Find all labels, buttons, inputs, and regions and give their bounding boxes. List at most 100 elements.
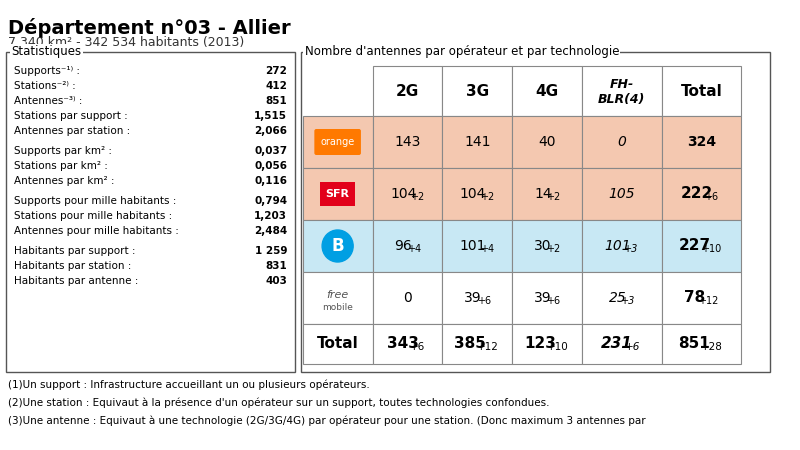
Text: 1 259: 1 259 (254, 246, 287, 256)
Text: 412: 412 (266, 81, 287, 91)
Text: 222: 222 (681, 186, 714, 202)
Bar (302, 324, 373, 364)
Bar (302, 272, 373, 324)
Text: 123: 123 (524, 337, 556, 351)
Text: +2: +2 (480, 192, 494, 202)
Text: SFR: SFR (326, 189, 350, 199)
Text: Stations par km² :: Stations par km² : (14, 161, 107, 171)
Text: 227: 227 (679, 238, 711, 253)
Text: Total: Total (317, 337, 358, 351)
Bar (662, 66, 742, 116)
Bar (442, 324, 512, 364)
Text: 39: 39 (464, 291, 482, 305)
Bar (512, 116, 582, 168)
Bar (662, 272, 742, 324)
Text: +4: +4 (480, 244, 494, 254)
Text: Total: Total (681, 84, 722, 99)
Text: (1)Un support : Infrastructure accueillant un ou plusieurs opérateurs.: (1)Un support : Infrastructure accueilla… (8, 380, 370, 391)
Text: 40: 40 (538, 135, 556, 149)
Text: 101: 101 (604, 239, 631, 253)
FancyBboxPatch shape (314, 129, 361, 155)
Bar (6, 52, 295, 372)
Bar (582, 272, 662, 324)
Text: 324: 324 (687, 135, 716, 149)
Text: 272: 272 (266, 66, 287, 76)
Text: 0: 0 (618, 135, 626, 149)
Bar (373, 168, 442, 220)
Text: 0,037: 0,037 (254, 146, 287, 156)
Text: 1,515: 1,515 (254, 111, 287, 121)
Text: Supports⁻¹⁾ :: Supports⁻¹⁾ : (14, 66, 79, 76)
Bar (582, 168, 662, 220)
Text: 143: 143 (394, 135, 421, 149)
Text: orange: orange (321, 137, 354, 147)
Text: 0,794: 0,794 (254, 196, 287, 206)
Text: 0,116: 0,116 (254, 176, 287, 186)
Text: mobile: mobile (322, 302, 353, 311)
Bar (442, 272, 512, 324)
Text: Supports pour mille habitants :: Supports pour mille habitants : (14, 196, 176, 206)
Text: BLR(4): BLR(4) (598, 93, 646, 105)
Text: 831: 831 (266, 261, 287, 271)
Text: 231: 231 (601, 337, 633, 351)
Text: free: free (326, 290, 349, 300)
Bar (442, 220, 512, 272)
Text: 78: 78 (684, 291, 706, 306)
Circle shape (322, 230, 353, 262)
Text: Habitants par station :: Habitants par station : (14, 261, 131, 271)
Bar (512, 168, 582, 220)
Text: 104: 104 (460, 187, 486, 201)
Text: +6: +6 (704, 192, 718, 202)
Bar (582, 324, 662, 364)
Bar (662, 116, 742, 168)
Text: +3: +3 (621, 296, 635, 306)
Text: Antennes pour mille habitants :: Antennes pour mille habitants : (14, 226, 178, 236)
Bar (662, 220, 742, 272)
Text: Stations⁻²⁾ :: Stations⁻²⁾ : (14, 81, 75, 91)
Text: 7 340 km² - 342 534 habitants (2013): 7 340 km² - 342 534 habitants (2013) (8, 36, 244, 49)
Text: +10: +10 (701, 244, 721, 254)
Text: 141: 141 (464, 135, 490, 149)
Bar (662, 324, 742, 364)
Text: +10: +10 (546, 342, 568, 352)
Text: 104: 104 (390, 187, 416, 201)
Text: Stations par support :: Stations par support : (14, 111, 127, 121)
Text: 96: 96 (394, 239, 412, 253)
Text: FH-: FH- (610, 78, 634, 91)
Text: (3)Une antenne : Equivaut à une technologie (2G/3G/4G) par opérateur pour une st: (3)Une antenne : Equivaut à une technolo… (8, 416, 646, 427)
Bar (301, 52, 770, 372)
Text: 2G: 2G (396, 84, 419, 99)
Text: +2: +2 (546, 244, 561, 254)
Text: 2,066: 2,066 (254, 126, 287, 136)
Text: +28: +28 (701, 342, 722, 352)
Text: Antennes par km² :: Antennes par km² : (14, 176, 114, 186)
Text: +6: +6 (625, 342, 640, 352)
Bar (512, 324, 582, 364)
Bar (512, 272, 582, 324)
Text: Stations pour mille habitants :: Stations pour mille habitants : (14, 211, 172, 221)
Text: 403: 403 (266, 276, 287, 286)
Text: 4G: 4G (536, 84, 558, 99)
Bar (512, 220, 582, 272)
Text: +2: +2 (410, 192, 424, 202)
Bar (582, 66, 662, 116)
Bar (512, 66, 582, 116)
Bar (373, 116, 442, 168)
Bar (373, 220, 442, 272)
Text: 0: 0 (403, 291, 412, 305)
Bar (442, 66, 512, 116)
Bar (582, 116, 662, 168)
Text: 343: 343 (386, 337, 418, 351)
Text: Habitants par support :: Habitants par support : (14, 246, 135, 256)
Text: +3: +3 (624, 244, 638, 254)
Text: (2)Une station : Equivaut à la présence d'un opérateur sur un support, toutes te: (2)Une station : Equivaut à la présence … (8, 398, 550, 409)
Text: Supports par km² :: Supports par km² : (14, 146, 111, 156)
Bar (373, 272, 442, 324)
Bar (373, 324, 442, 364)
Text: 25: 25 (609, 291, 626, 305)
Text: 1,203: 1,203 (254, 211, 287, 221)
Text: +12: +12 (698, 296, 718, 306)
Text: 0,056: 0,056 (254, 161, 287, 171)
Text: +6: +6 (477, 296, 490, 306)
Bar (373, 66, 442, 116)
